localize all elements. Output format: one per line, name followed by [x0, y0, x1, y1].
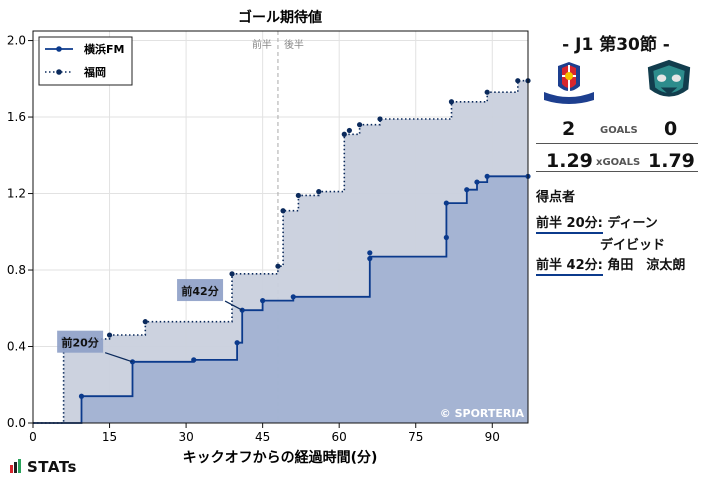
chart-title: ゴール期待値: [238, 9, 322, 26]
legend-marker-home: [56, 46, 62, 52]
x-tick-label: 90: [485, 430, 500, 444]
x-tick-label: 0: [29, 430, 37, 444]
scorer-name: 角田 涼太朗: [607, 258, 686, 273]
stats-logo-text: STATs: [27, 458, 77, 476]
y-tick-label: 1.2: [7, 187, 26, 201]
x-tick-label: 15: [102, 430, 117, 444]
point-away: [275, 263, 281, 269]
first-half-label: 前半: [252, 38, 272, 51]
scorer-name: ディーン: [607, 216, 658, 231]
point-away: [316, 189, 322, 195]
point-away: [515, 78, 521, 84]
legend-marker-away: [56, 69, 62, 75]
x-axis-label: キックオフからの経過時間(分): [183, 449, 378, 466]
annotation-arrow: [104, 352, 133, 363]
annotation-label: 前20分: [61, 336, 98, 350]
point-away: [448, 99, 455, 105]
area-home: [33, 176, 528, 423]
divider: [536, 143, 698, 144]
point-home: [367, 250, 373, 256]
y-tick-label: 1.6: [7, 110, 26, 124]
xg-label: xGOALS: [596, 157, 641, 168]
point-home: [443, 234, 449, 241]
point-home: [367, 255, 373, 262]
stats-logo: STATs: [10, 458, 77, 477]
point-home: [443, 200, 449, 206]
away-xg: 1.79: [648, 150, 695, 172]
second-half-label: 後半: [284, 38, 304, 51]
point-away: [280, 208, 286, 214]
stats-bars-icon: [10, 459, 22, 477]
away-goals: 0: [664, 118, 678, 140]
x-tick-label: 60: [332, 430, 347, 444]
point-home: [290, 294, 296, 300]
xg-row: 1.29 xGOALS 1.79: [536, 150, 698, 174]
home-goals: 2: [562, 118, 576, 140]
x-tick-label: 30: [178, 430, 193, 444]
point-home: [191, 357, 197, 363]
point-away: [341, 131, 347, 137]
annotation-box: [57, 330, 104, 353]
scorer-item: 前半 42分: 角田 涼太朗: [536, 254, 685, 276]
point-away: [106, 332, 113, 338]
line-home: [33, 175, 528, 424]
point-away: [346, 127, 352, 134]
divider: [536, 171, 698, 172]
y-tick-label: 0.4: [7, 340, 26, 354]
goals-row: 2 GOALS 0: [536, 118, 698, 142]
point-home: [484, 173, 490, 179]
point-away: [377, 116, 383, 122]
home-xg: 1.29: [546, 150, 593, 172]
legend-label-home: 横浜FM: [84, 42, 124, 56]
point-away: [356, 122, 363, 128]
legend-label-away: 福岡: [83, 65, 106, 79]
annotation-label: 前42分: [181, 284, 218, 298]
y-tick-label: 0.8: [7, 263, 26, 277]
annotation-arrow: [224, 300, 243, 311]
y-tick-label: 0.0: [7, 416, 26, 430]
point-away: [229, 271, 235, 277]
goals-label: GOALS: [600, 125, 638, 136]
x-tick-label: 75: [408, 430, 423, 444]
point-away: [142, 319, 148, 325]
watermark: © SPORTERIA: [440, 407, 525, 420]
scorer-name-cont: デイビッド: [600, 238, 666, 253]
avispa-fukuoka-crest-icon: [647, 59, 691, 97]
x-tick-label: 45: [255, 430, 270, 444]
yokohama-fm-crest-icon: [544, 62, 594, 104]
point-home: [260, 298, 266, 304]
annotation-box: [177, 279, 224, 302]
scorer-item: 前半 20分: ディーン デイビッド: [536, 212, 665, 253]
y-tick-label: 2.0: [7, 34, 26, 48]
plot-frame: [32, 30, 529, 424]
goal-time: 前半 20分:: [536, 212, 603, 234]
scorers-title: 得点者: [536, 190, 576, 205]
point-away: [484, 89, 490, 95]
point-home: [234, 340, 240, 346]
point-home: [474, 179, 480, 185]
goal-time: 前半 42分:: [536, 254, 603, 276]
legend-box: [38, 36, 133, 86]
point-home: [464, 187, 470, 193]
point-home: [78, 393, 85, 399]
match-title: - J1 第30節 -: [562, 35, 670, 55]
point-away: [295, 192, 301, 199]
